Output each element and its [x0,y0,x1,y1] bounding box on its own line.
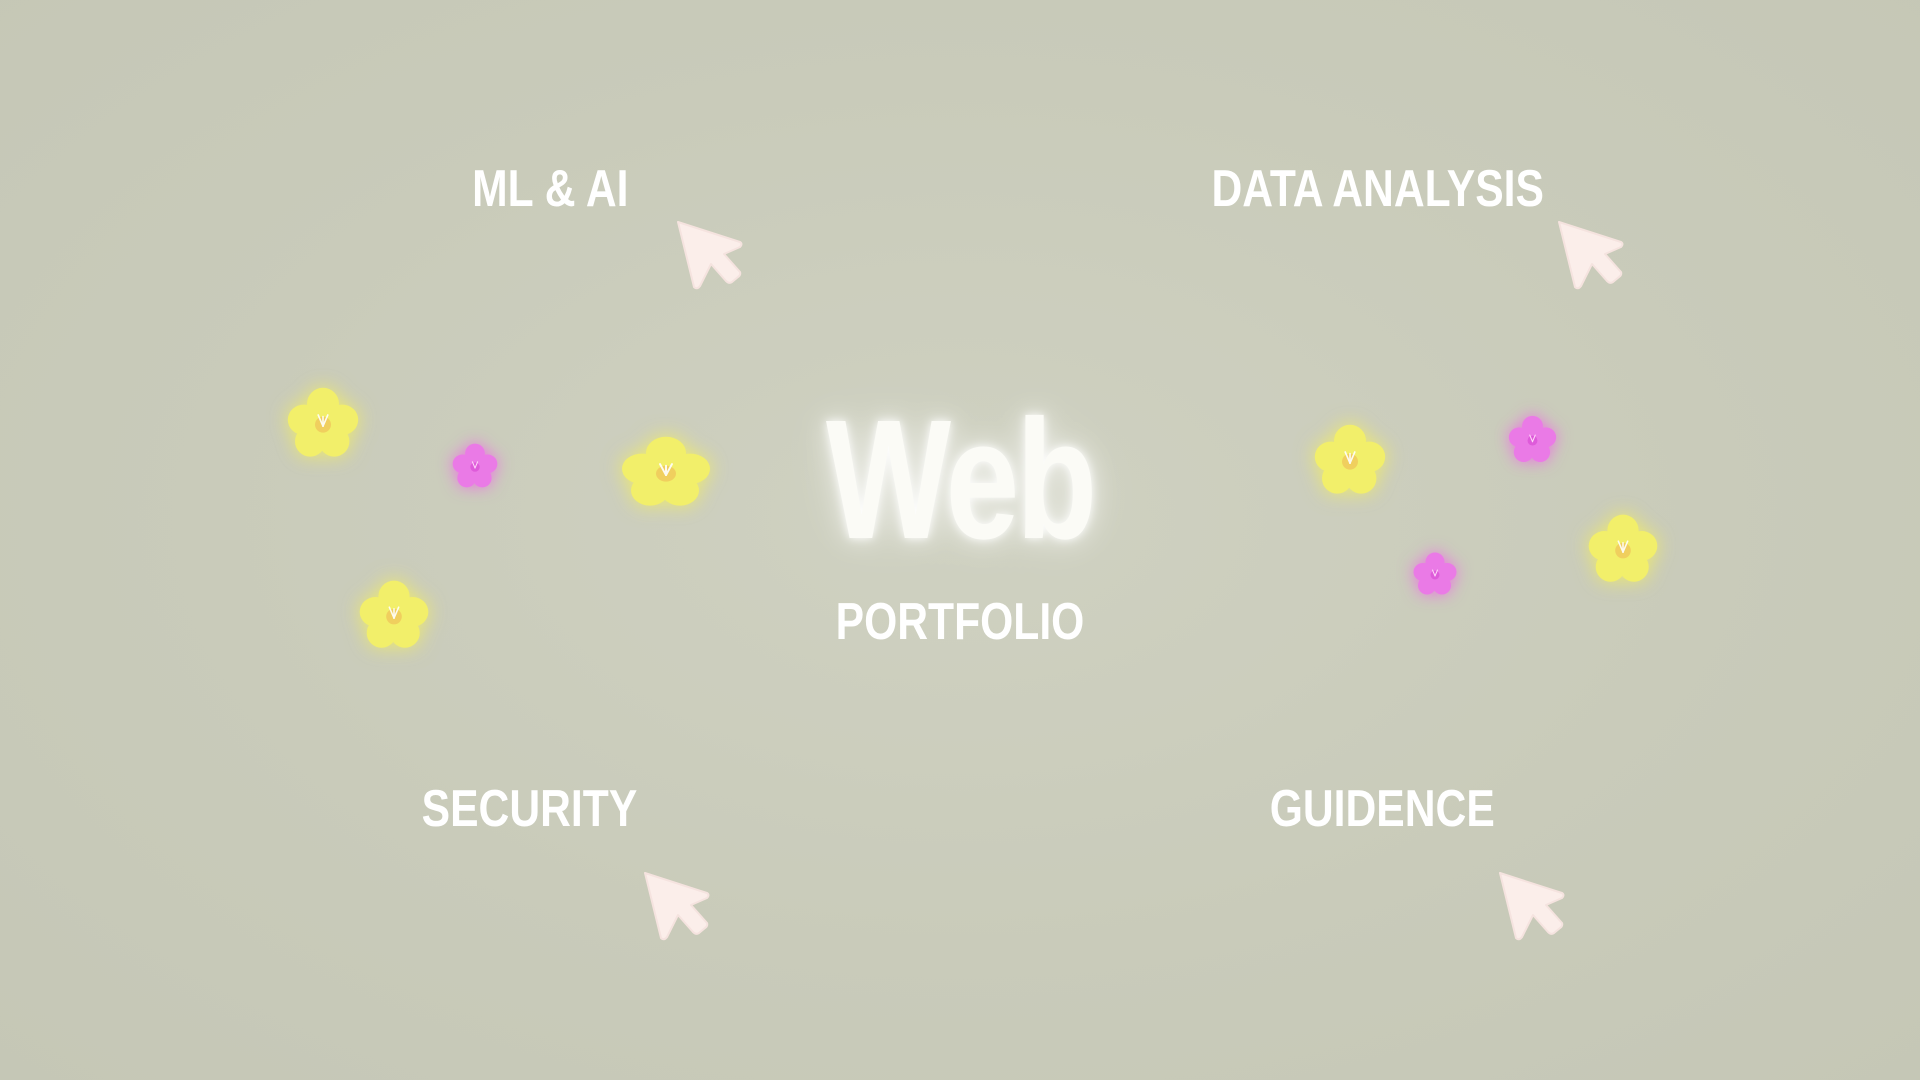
cursor-arrow-icon[interactable] [1496,871,1566,943]
nav-link-data-analysis[interactable]: DATA ANALYSIS [1211,160,1544,218]
nav-link-security[interactable]: SECURITY [421,780,638,838]
cursor-arrow-icon[interactable] [641,871,711,943]
nav-link-guidence[interactable]: GUIDENCE [1269,780,1495,838]
cursor-arrow-icon[interactable] [674,220,744,292]
cursor-arrow-icon[interactable] [1555,220,1625,292]
hero-subtitle: PORTFOLIO [835,593,1085,651]
nav-link-ml-ai[interactable]: ML & AI [472,160,629,218]
hero-title: Web [825,385,1097,575]
